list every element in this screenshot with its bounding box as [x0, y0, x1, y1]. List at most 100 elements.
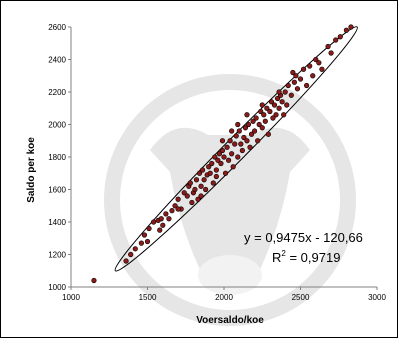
data-point	[337, 34, 343, 40]
data-points	[91, 24, 354, 284]
data-point	[282, 89, 288, 95]
data-point	[207, 170, 213, 176]
data-point	[144, 238, 151, 245]
y-tick-label: 1600	[48, 186, 66, 195]
data-point	[293, 73, 299, 79]
data-point	[213, 167, 219, 173]
data-point	[175, 196, 181, 202]
data-point	[232, 141, 238, 147]
data-point	[267, 108, 273, 115]
data-point	[319, 66, 325, 72]
data-point	[169, 208, 175, 214]
data-point	[160, 222, 166, 228]
data-point	[198, 183, 204, 189]
data-point	[230, 164, 236, 170]
data-point	[201, 177, 207, 183]
y-tick-label: 2600	[48, 23, 66, 32]
data-point	[184, 193, 190, 199]
data-point	[258, 108, 264, 115]
data-point	[259, 125, 265, 131]
data-point	[279, 99, 285, 105]
data-point	[273, 112, 279, 118]
data-point	[210, 180, 216, 186]
data-point	[212, 154, 218, 160]
data-point	[193, 177, 200, 183]
data-point	[221, 154, 227, 160]
data-point	[244, 138, 250, 144]
r-squared-label: R2 = 0,9719	[272, 249, 340, 265]
data-point	[172, 203, 178, 209]
data-point	[297, 76, 304, 82]
y-tick-label: 1000	[48, 283, 66, 292]
data-point	[166, 216, 172, 222]
data-point	[276, 105, 282, 111]
y-axis-label: Saldo per koe	[26, 137, 37, 203]
data-point	[328, 50, 334, 56]
watermark-snout	[198, 255, 262, 295]
data-point	[253, 115, 259, 121]
data-point	[304, 82, 310, 89]
data-point	[206, 164, 212, 170]
data-point	[285, 82, 291, 89]
data-point	[235, 154, 241, 160]
data-point	[158, 216, 164, 222]
data-point	[236, 128, 242, 134]
data-point	[259, 102, 265, 108]
data-point	[265, 131, 271, 137]
data-point	[241, 134, 247, 141]
data-point	[264, 105, 270, 111]
data-point	[128, 251, 134, 258]
data-point	[300, 66, 307, 72]
data-point	[229, 151, 235, 157]
data-point	[281, 112, 287, 118]
data-point	[91, 277, 97, 284]
data-point	[242, 125, 249, 131]
data-point	[291, 79, 297, 85]
data-point	[288, 92, 294, 98]
x-tick-label: 1500	[139, 293, 157, 302]
data-point	[270, 115, 276, 121]
data-point	[271, 102, 278, 108]
data-point	[123, 258, 129, 264]
data-point	[215, 157, 221, 163]
axes	[68, 26, 378, 290]
data-point	[310, 73, 316, 79]
data-point	[189, 199, 195, 206]
data-point	[224, 144, 230, 150]
data-point	[192, 186, 198, 193]
data-point	[307, 63, 313, 69]
data-point	[181, 190, 187, 196]
data-point	[187, 180, 193, 186]
data-point	[216, 151, 223, 157]
x-tick-label: 3000	[368, 293, 386, 302]
data-point	[316, 60, 322, 66]
data-point	[262, 118, 268, 124]
data-point	[245, 121, 252, 128]
data-point	[163, 211, 169, 217]
data-point	[198, 193, 204, 199]
x-tick-label: 2500	[292, 293, 310, 302]
data-point	[252, 128, 258, 134]
y-tick-label: 1800	[48, 153, 66, 162]
watermark-head	[150, 127, 310, 281]
data-point	[199, 167, 206, 173]
data-point	[274, 95, 281, 102]
x-axis-label: Voersaldo/koe	[196, 315, 264, 326]
x-tick-label: 2000	[215, 293, 233, 302]
data-point	[138, 240, 144, 246]
data-point	[261, 112, 267, 118]
data-point	[227, 138, 233, 144]
data-point	[256, 121, 262, 128]
y-tick-label: 2000	[48, 121, 66, 130]
data-point	[195, 196, 201, 202]
data-point	[250, 118, 256, 124]
data-point	[343, 27, 350, 33]
data-point	[213, 173, 219, 180]
data-point	[244, 112, 250, 118]
data-point	[235, 121, 241, 128]
data-point	[157, 227, 163, 233]
data-point	[276, 89, 282, 95]
y-tick-label: 1400	[48, 218, 66, 227]
data-point	[255, 138, 261, 144]
